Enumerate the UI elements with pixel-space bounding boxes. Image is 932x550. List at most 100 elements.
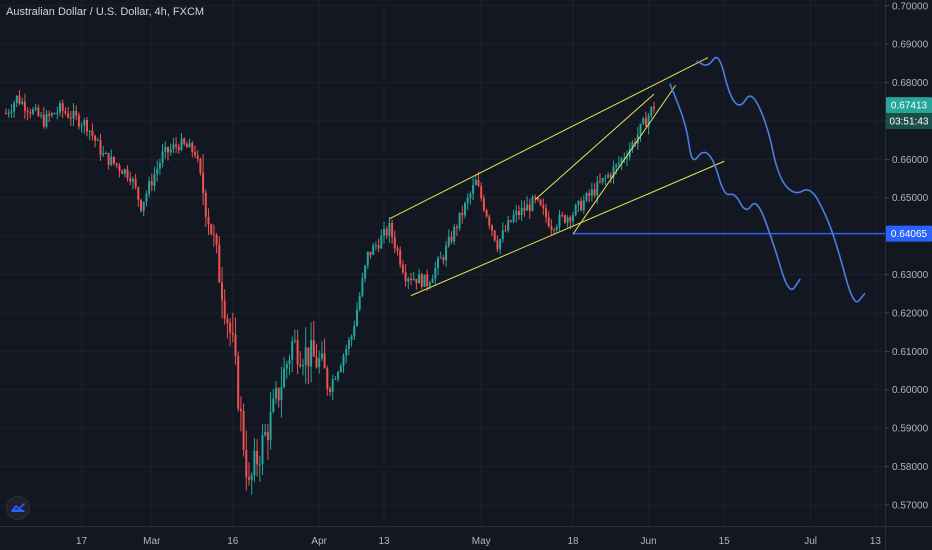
level-price-label: 0.64065 [891, 229, 928, 240]
candle-body-down [126, 169, 129, 179]
candle-body-down [113, 156, 115, 164]
candle-body-down [545, 208, 547, 218]
candle-body-up [407, 278, 410, 282]
grid [0, 0, 885, 526]
candle-body-up [56, 112, 59, 114]
candle-body-up [253, 450, 256, 476]
candle-body-down [37, 107, 40, 116]
candle-body-down [277, 388, 280, 401]
candle-body-down [480, 186, 483, 199]
candle-body-up [585, 193, 588, 201]
candle-body-up [431, 278, 434, 283]
candle-body-down [107, 152, 110, 165]
candle-body-down [653, 106, 655, 109]
trendline[interactable] [389, 57, 709, 220]
candle-body-down [580, 200, 583, 211]
candle-body-up [474, 179, 477, 186]
candle-body-up [642, 118, 645, 124]
candle-body-down [420, 274, 423, 287]
candle-body-down [245, 449, 248, 478]
projection-path[interactable] [669, 83, 801, 291]
price-axis-panel [885, 0, 932, 550]
candle-body-up [620, 158, 623, 164]
candle-body-down [77, 115, 80, 127]
candle-body-up [626, 157, 628, 159]
candle-body-down [410, 278, 412, 280]
candle-body-up [32, 109, 34, 114]
candle-body-up [180, 138, 183, 151]
candle-body-down [48, 113, 51, 116]
price-tick-label: 0.69000 [892, 40, 929, 51]
candle-body-down [196, 155, 199, 159]
candle-body-up [572, 215, 574, 222]
candle-body-down [461, 212, 464, 216]
candle-body-up [631, 142, 634, 150]
candle-body-down [221, 282, 223, 301]
price-tick-label: 0.60000 [892, 385, 929, 396]
candle-body-up [499, 239, 502, 250]
candle-body-down [609, 174, 612, 178]
candle-body-down [223, 300, 226, 319]
candle-body-down [91, 130, 94, 136]
price-tick-label: 0.65000 [892, 193, 929, 204]
candle-body-up [453, 226, 456, 242]
candle-body-up [358, 295, 361, 310]
candle-body-down [588, 193, 591, 196]
candle-body-up [169, 148, 172, 153]
candle-body-up [80, 125, 83, 127]
candle-body-up [21, 101, 24, 104]
candle-body-down [399, 250, 402, 265]
candle-body-up [272, 398, 275, 412]
trendline[interactable] [534, 93, 655, 201]
candle-body-up [604, 177, 607, 179]
candle-body-up [428, 282, 431, 286]
time-tick-label: Jul [804, 536, 817, 547]
candle-body-down [5, 113, 7, 115]
candle-body-down [426, 274, 429, 286]
time-tick-label: 17 [76, 536, 88, 547]
price-tick-label: 0.62000 [892, 308, 929, 319]
candle-body-down [18, 95, 21, 104]
candle-body-down [485, 210, 488, 217]
time-tick-label: 15 [719, 536, 731, 547]
candle-body-down [504, 230, 507, 232]
candle-body-down [477, 179, 480, 187]
price-tick-label: 0.61000 [892, 347, 929, 358]
candle-body-down [599, 181, 601, 183]
candle-body-down [561, 214, 564, 216]
candle-body-up [264, 432, 267, 436]
candle-body-up [102, 153, 105, 156]
price-axis[interactable]: 0.700000.690000.680000.670000.660000.650… [885, 0, 932, 550]
candle-body-up [40, 114, 43, 116]
time-axis[interactable]: 17 Mar 16 Apr 13 May 18 Jun 15 Jul 13 [0, 526, 932, 548]
candle-body-down [391, 222, 394, 238]
candle-body-down [509, 220, 512, 222]
trendline[interactable] [572, 84, 677, 235]
candle-body-down [61, 103, 64, 112]
candle-body-down [491, 225, 493, 231]
candle-body-down [212, 234, 215, 236]
candle-body-down [226, 318, 229, 323]
candle-body-down [242, 410, 245, 450]
candle-body-up [617, 163, 620, 165]
time-tick-label: May [472, 536, 491, 547]
candle-body-down [191, 142, 194, 152]
candle-body-up [331, 379, 334, 392]
candles [5, 90, 655, 495]
drawings[interactable] [389, 56, 885, 303]
candle-body-up [7, 112, 10, 114]
candle-body-up [345, 348, 348, 356]
candle-body-down [134, 179, 137, 188]
candle-body-up [261, 435, 264, 464]
candle-body-up [172, 144, 175, 149]
candle-body-down [256, 450, 259, 465]
trendline[interactable] [410, 160, 725, 297]
candle-body-down [129, 178, 132, 182]
candle-body-down [550, 226, 553, 230]
tradingview-logo-icon[interactable] [6, 496, 30, 520]
time-tick-label: 18 [567, 536, 579, 547]
projection-path[interactable] [696, 56, 866, 303]
candle-body-up [464, 203, 466, 216]
candle-body-up [623, 158, 626, 160]
